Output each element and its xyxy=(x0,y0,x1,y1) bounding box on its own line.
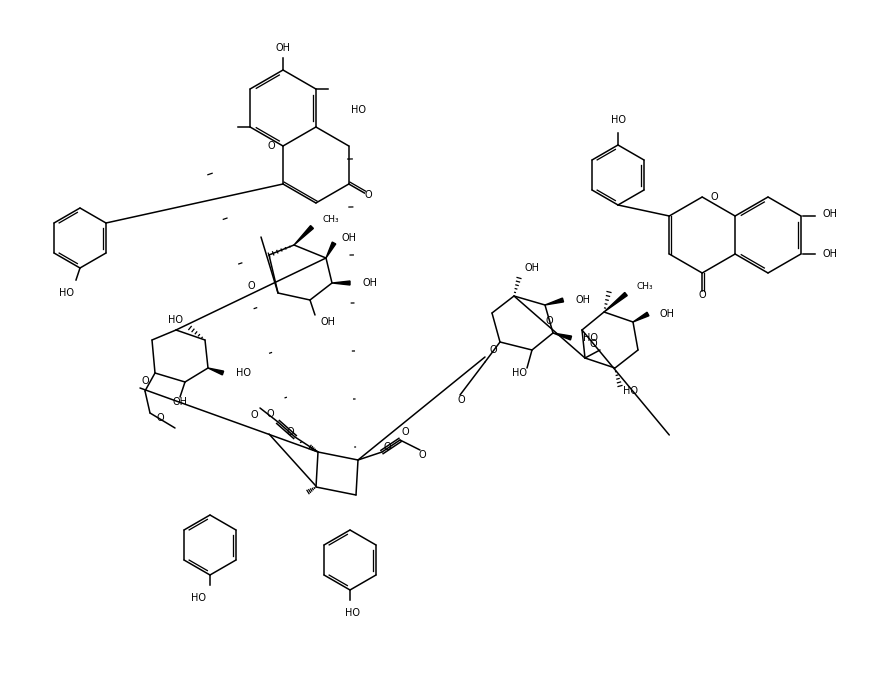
Polygon shape xyxy=(633,312,649,322)
Text: O: O xyxy=(250,410,258,420)
Text: O: O xyxy=(490,345,496,355)
Text: HO: HO xyxy=(236,368,251,378)
Text: HO: HO xyxy=(623,386,638,396)
Text: HO: HO xyxy=(168,315,183,325)
Polygon shape xyxy=(604,292,627,312)
Text: OH: OH xyxy=(524,263,539,273)
Text: O: O xyxy=(457,395,465,405)
Text: O: O xyxy=(267,141,275,151)
Text: HO: HO xyxy=(611,115,625,125)
Text: O: O xyxy=(141,376,149,386)
Text: CH₃: CH₃ xyxy=(322,214,339,223)
Polygon shape xyxy=(545,298,564,305)
Text: HO: HO xyxy=(191,593,206,603)
Text: O: O xyxy=(699,290,706,300)
Text: O: O xyxy=(402,427,408,437)
Text: OH: OH xyxy=(341,233,356,243)
Text: O: O xyxy=(383,442,391,452)
Text: O: O xyxy=(287,427,294,437)
Text: HO: HO xyxy=(351,105,366,115)
Text: OH: OH xyxy=(823,209,838,219)
Text: OH: OH xyxy=(172,397,187,407)
Text: HO: HO xyxy=(512,368,527,378)
Text: OH: OH xyxy=(659,309,674,319)
Text: OH: OH xyxy=(362,278,377,288)
Text: CH₃: CH₃ xyxy=(636,282,652,291)
Text: O: O xyxy=(364,190,372,200)
Text: O: O xyxy=(546,316,553,326)
Text: O: O xyxy=(156,413,164,423)
Polygon shape xyxy=(332,281,350,285)
Text: O: O xyxy=(418,450,426,460)
Text: HO: HO xyxy=(345,608,360,618)
Text: HO: HO xyxy=(583,333,598,343)
Text: O: O xyxy=(247,281,255,291)
Text: HO: HO xyxy=(59,288,74,298)
Text: O: O xyxy=(267,409,273,419)
Text: O: O xyxy=(589,339,597,349)
Polygon shape xyxy=(553,333,571,340)
Polygon shape xyxy=(326,242,335,258)
Text: OH: OH xyxy=(275,43,291,53)
Text: OH: OH xyxy=(320,317,335,327)
Text: OH: OH xyxy=(575,295,590,305)
Polygon shape xyxy=(208,368,224,375)
Polygon shape xyxy=(294,225,314,245)
Text: OH: OH xyxy=(823,249,838,259)
Text: O: O xyxy=(710,192,718,202)
